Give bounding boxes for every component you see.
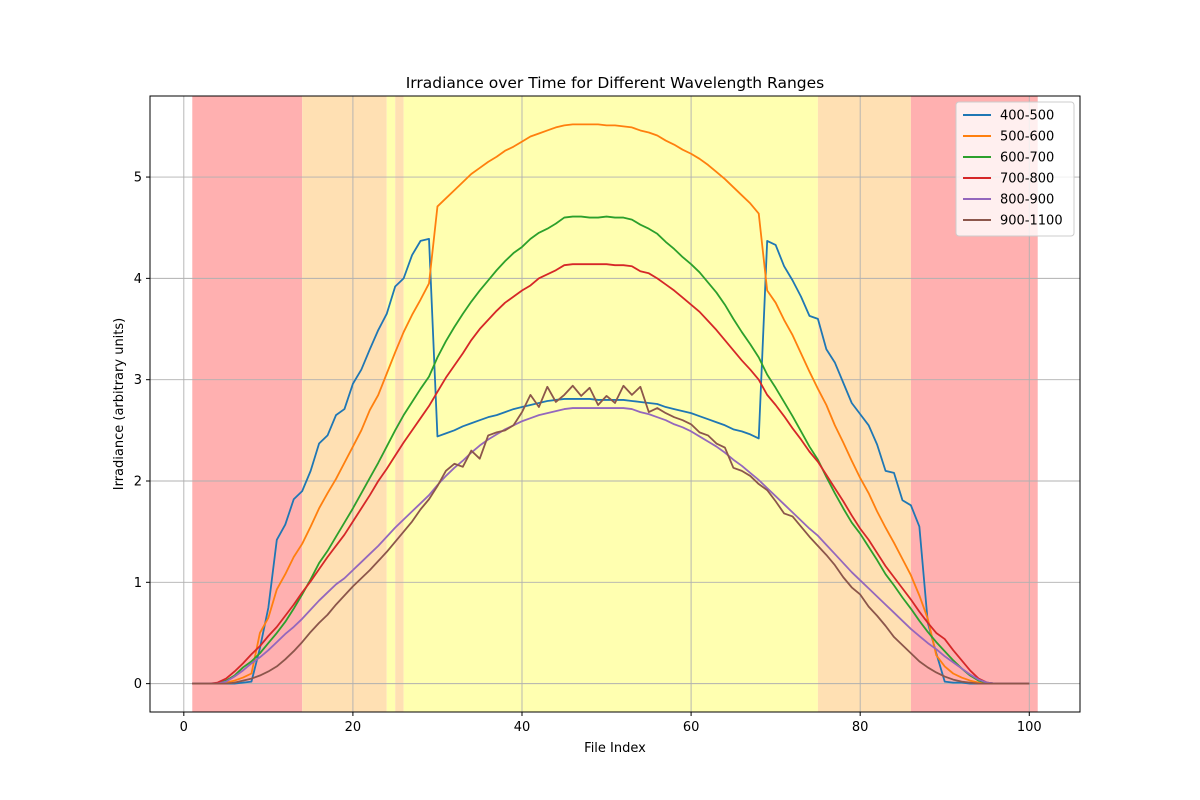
axis-ticks: 0 20 40 60 80 100 0 1 2 3 4 5 <box>134 171 1042 735</box>
x-tick-label: 100 <box>1017 720 1042 735</box>
series-line-500-600 <box>192 123 1030 685</box>
y-axis-title: Irradiance (arbitrary units) <box>112 318 127 490</box>
series-lines <box>192 123 1030 685</box>
x-tick-label: 40 <box>514 720 531 735</box>
x-axis-title: File Index <box>584 741 646 756</box>
legend-label-500-600: 500-600 <box>1000 130 1054 145</box>
y-tick-label: 0 <box>134 677 142 692</box>
y-tick-label: 2 <box>134 475 142 490</box>
background-band-0 <box>192 96 303 712</box>
series-line-700-800 <box>192 263 1030 685</box>
series-line-900-1100 <box>192 384 1030 685</box>
series-line-800-900 <box>192 407 1030 685</box>
x-tick-label: 80 <box>852 720 869 735</box>
background-bands <box>192 96 1038 712</box>
x-tick-label: 20 <box>345 720 362 735</box>
y-tick-label: 1 <box>134 576 142 591</box>
y-tick-label: 3 <box>134 373 142 388</box>
plot-frame <box>149 95 1081 713</box>
x-tick-label: 60 <box>683 720 700 735</box>
y-tick-label: 5 <box>134 171 142 186</box>
y-tick-label: 4 <box>134 272 142 287</box>
legend-label-400-500: 400-500 <box>1000 109 1054 124</box>
background-band-2 <box>386 96 396 712</box>
grid-lines <box>150 96 1080 712</box>
legend-label-700-800: 700-800 <box>1000 172 1054 187</box>
legend-label-900-1100: 900-1100 <box>1000 214 1063 229</box>
legend-label-600-700: 600-700 <box>1000 151 1054 166</box>
background-band-5 <box>817 96 911 712</box>
legend: 400-500 500-600 600-700 700-800 800-900 900-1… <box>955 101 1075 237</box>
series-line-600-700 <box>192 215 1030 685</box>
background-band-4 <box>403 96 818 712</box>
x-tick-label: 0 <box>180 720 188 735</box>
chart-title: Irradiance over Time for Different Wavel… <box>406 74 825 92</box>
legend-label-800-900: 800-900 <box>1000 193 1054 208</box>
background-band-3 <box>395 96 404 712</box>
